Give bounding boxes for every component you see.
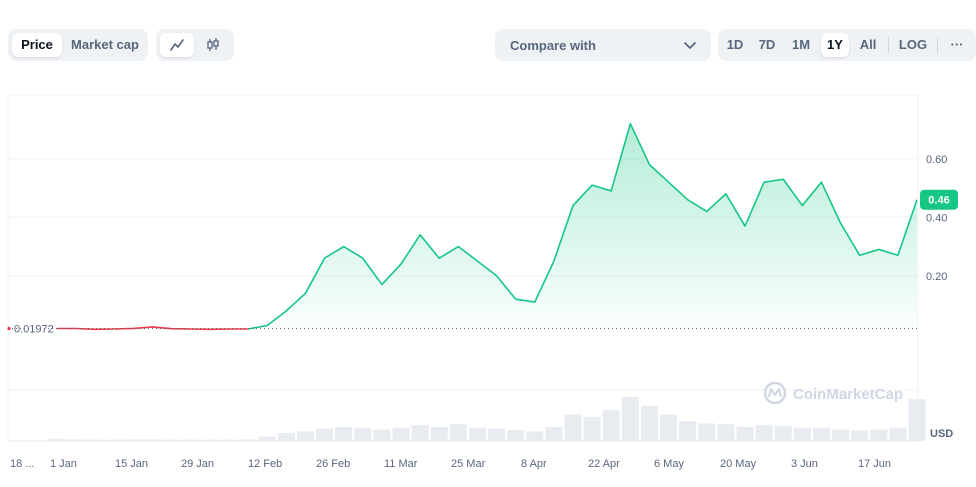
- more-options-button[interactable]: ···: [950, 37, 964, 52]
- volume-bar: [717, 424, 735, 441]
- volume-bar: [793, 427, 811, 441]
- range-1y-button[interactable]: 1Y: [821, 33, 849, 57]
- volume-bar: [507, 430, 525, 441]
- volume-bar: [583, 416, 601, 441]
- volume-bar: [296, 431, 314, 441]
- x-tick-label: 17 Jun: [858, 458, 891, 470]
- compare-with-dropdown[interactable]: Compare with: [495, 29, 711, 61]
- volume-bar: [640, 405, 658, 441]
- volume-bar: [698, 423, 716, 441]
- volume-bar: [602, 410, 620, 441]
- volume-bar: [67, 439, 85, 441]
- volume-bar: [220, 439, 238, 441]
- baseline-label: 0.01972: [14, 324, 54, 336]
- x-tick-label: 26 Feb: [316, 458, 350, 470]
- x-tick-label: 29 Jan: [181, 458, 214, 470]
- volume-bar: [392, 427, 410, 441]
- x-tick-label: 1 Jan: [50, 458, 77, 470]
- volume-bar: [832, 429, 850, 441]
- volume-bar: [316, 428, 334, 441]
- time-range-toggle: 1D 7D 1M 1Y All LOG ···: [718, 29, 976, 61]
- volume-bar: [373, 429, 391, 441]
- volume-bar: [564, 414, 582, 441]
- volume-bar: [239, 439, 257, 441]
- volume-bar: [488, 428, 506, 441]
- x-tick-label: 12 Feb: [248, 458, 282, 470]
- volume-bar: [144, 439, 162, 441]
- more-divider: [937, 37, 938, 53]
- volume-bar: [430, 426, 448, 441]
- price-line: [247, 122, 918, 330]
- y-tick-label: 0.40: [926, 212, 947, 224]
- line-chart-icon: [170, 39, 184, 51]
- volume-bar: [851, 430, 869, 441]
- volume-bar: [468, 427, 486, 441]
- watermark: CoinMarketCap: [763, 381, 903, 405]
- volume-bar: [736, 426, 754, 441]
- volume-bar: [354, 427, 372, 441]
- range-all-button[interactable]: All: [859, 37, 877, 52]
- volume-bar: [182, 439, 200, 441]
- price-line-below-baseline: [57, 326, 249, 331]
- range-7d-button[interactable]: 7D: [758, 37, 776, 52]
- chevron-down-icon: [684, 42, 696, 49]
- volume-bar: [621, 397, 639, 441]
- market-cap-tab[interactable]: Market cap: [71, 37, 139, 52]
- volume-bar: [812, 427, 830, 441]
- x-tick-label: 8 Apr: [521, 458, 547, 470]
- volume-bar: [277, 433, 295, 441]
- range-1m-button[interactable]: 1M: [791, 37, 811, 52]
- x-tick-label: 25 Mar: [451, 458, 486, 470]
- log-scale-button[interactable]: LOG: [898, 37, 928, 52]
- line-chart-button[interactable]: [160, 33, 194, 57]
- volume-bar: [105, 439, 123, 441]
- compare-with-label: Compare with: [510, 38, 596, 53]
- volume-bar: [870, 429, 888, 441]
- volume-bar: [335, 426, 353, 441]
- current-price-label: 0.46: [928, 195, 949, 207]
- volume-bar: [774, 426, 792, 441]
- volume-bar: [86, 439, 104, 441]
- watermark-text: CoinMarketCap: [793, 386, 903, 403]
- volume-bar: [526, 431, 544, 441]
- price-tab[interactable]: Price: [12, 33, 62, 57]
- x-tick-label: 15 Jan: [115, 458, 148, 470]
- candlestick-icon: [207, 38, 219, 51]
- x-tick-label: 18 ...: [10, 458, 34, 470]
- current-price-badge: [920, 189, 958, 210]
- volume-bar: [449, 424, 467, 441]
- volume-bar: [889, 427, 907, 441]
- x-tick-label: 20 May: [720, 458, 757, 470]
- volume-bar: [755, 425, 773, 441]
- volume-bar: [908, 399, 926, 441]
- price-area-fill: [248, 123, 918, 329]
- chart-type-toggle: Price Market cap: [8, 29, 148, 61]
- baseline-marker: [7, 326, 11, 331]
- currency-label: USD: [930, 428, 953, 440]
- coinmarketcap-logo-icon: [763, 381, 787, 405]
- x-tick-label: 6 May: [654, 458, 684, 470]
- volume-bar: [48, 438, 66, 441]
- x-tick-label: 3 Jun: [791, 458, 818, 470]
- volume-bar: [258, 436, 276, 441]
- volume-bar: [411, 425, 429, 441]
- volume-bar: [660, 414, 678, 441]
- y-tick-label: 0.20: [926, 271, 947, 283]
- x-tick-label: 22 Apr: [588, 458, 620, 470]
- x-tick-label: 11 Mar: [384, 458, 418, 470]
- volume-bar: [163, 439, 181, 441]
- candlestick-chart-button[interactable]: [196, 33, 230, 57]
- volume-bar: [545, 426, 563, 441]
- y-tick-label: 0.60: [926, 154, 947, 166]
- volume-bar: [124, 439, 142, 441]
- chart-style-toggle: [156, 29, 234, 61]
- volume-bar: [201, 439, 219, 441]
- range-1d-button[interactable]: 1D: [726, 37, 744, 52]
- range-divider: [888, 37, 889, 53]
- volume-bar: [679, 421, 697, 441]
